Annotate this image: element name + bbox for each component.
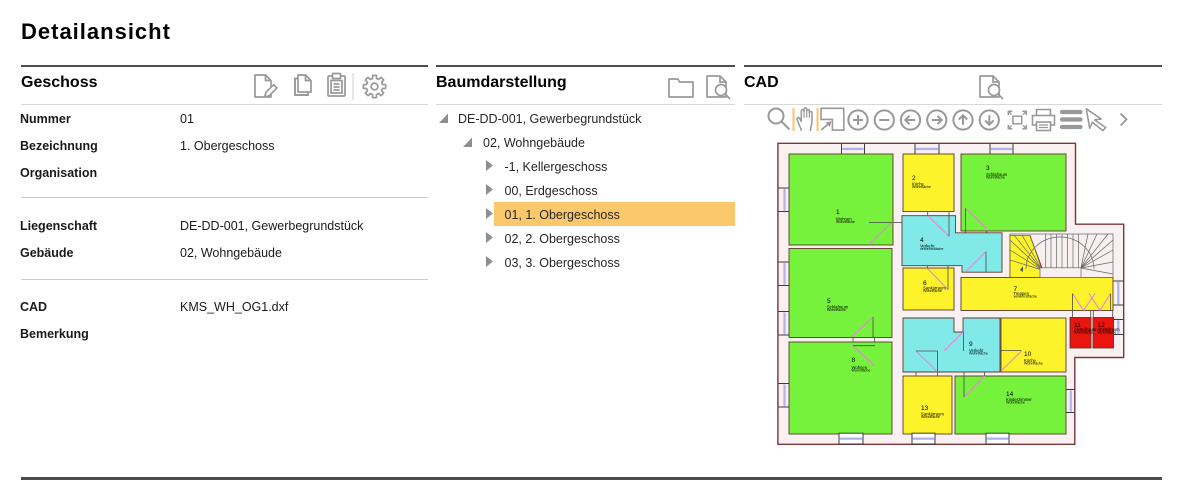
svg-text:13: 13	[921, 405, 929, 412]
svg-text:4: 4	[920, 237, 924, 244]
svg-text:Abstellraum: Abstellraum	[1074, 327, 1097, 332]
svg-text:Wohnfläche: Wohnfläche	[921, 415, 940, 419]
svg-text:Wohnfläche: Wohnfläche	[1098, 331, 1117, 335]
svg-text:Wohnfläche: Wohnfläche	[986, 176, 1005, 180]
svg-text:Sanitärraum: Sanitärraum	[923, 286, 946, 291]
svg-text:Wohnen: Wohnen	[836, 216, 852, 221]
svg-text:Wohnfläche: Wohnfläche	[969, 352, 988, 356]
svg-text:2: 2	[912, 175, 916, 182]
svg-text:8: 8	[852, 357, 856, 364]
svg-text:Verkehr: Verkehr	[969, 348, 984, 353]
svg-text:Schlafraum: Schlafraum	[827, 305, 849, 310]
svg-text:5: 5	[827, 298, 831, 305]
svg-text:Küche: Küche	[1024, 358, 1037, 363]
svg-text:Wohnfläche: Wohnfläche	[923, 289, 942, 293]
svg-text:Treppen: Treppen	[1014, 291, 1030, 296]
svg-text:Wohnfläche: Wohnfläche	[1024, 362, 1043, 366]
svg-text:Wohnfläche: Wohnfläche	[827, 308, 846, 312]
svg-text:Verkehr: Verkehr	[920, 244, 935, 249]
svg-text:Küche: Küche	[912, 182, 925, 187]
svg-text:Wohnen: Wohnen	[852, 365, 868, 370]
svg-text:Wohnfläche: Wohnfläche	[1006, 401, 1025, 405]
svg-text:10: 10	[1024, 351, 1032, 358]
svg-text:Abstellraum: Abstellraum	[1098, 327, 1121, 332]
svg-text:9: 9	[969, 341, 973, 348]
svg-text:6: 6	[923, 280, 927, 287]
svg-text:1: 1	[836, 209, 840, 216]
svg-text:Wohnfläche: Wohnfläche	[1074, 331, 1093, 335]
svg-text:Sanitärraum: Sanitärraum	[921, 412, 944, 417]
svg-text:verkehrsfläche: verkehrsfläche	[1014, 295, 1037, 299]
svg-text:Wohnfläche: Wohnfläche	[836, 220, 855, 224]
svg-text:Kinderzimmer: Kinderzimmer	[1006, 397, 1032, 402]
svg-text:3: 3	[986, 165, 990, 172]
svg-text:14: 14	[1006, 391, 1014, 398]
svg-text:Wohnfläche: Wohnfläche	[912, 185, 931, 189]
svg-text:11: 11	[1074, 322, 1081, 329]
svg-text:verkehrsfläche: verkehrsfläche	[920, 247, 943, 251]
svg-text:12: 12	[1098, 322, 1106, 329]
svg-text:Schlafraum: Schlafraum	[986, 172, 1008, 177]
svg-text:7: 7	[1014, 286, 1018, 293]
svg-text:Wohnfläche: Wohnfläche	[852, 369, 871, 373]
